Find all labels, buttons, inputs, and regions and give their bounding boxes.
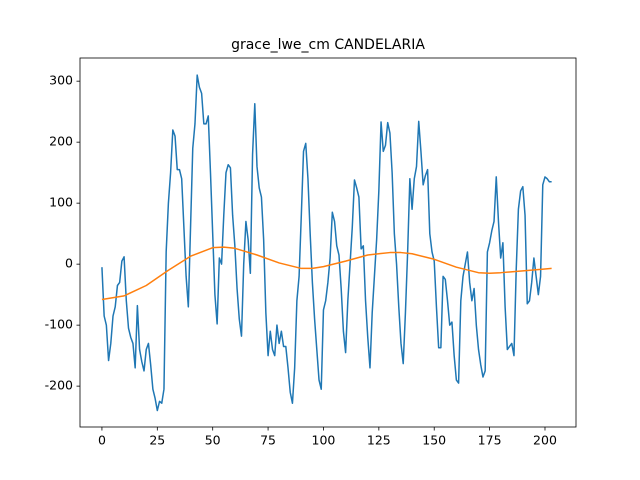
x-tick-label: 0 (98, 433, 106, 448)
x-tick-label: 175 (478, 433, 502, 448)
y-tick-label: 100 (49, 195, 73, 210)
x-tick-label: 50 (205, 433, 221, 448)
plot-frame (79, 57, 577, 428)
line-series (101, 74, 552, 412)
y-tick-label: 200 (49, 134, 73, 149)
x-tick-label: 25 (149, 433, 165, 448)
x-tick-label: 200 (533, 433, 557, 448)
y-tick-label: 300 (49, 73, 73, 88)
x-tick-label: 75 (260, 433, 276, 448)
line-series (101, 246, 552, 301)
y-tick-label: 0 (65, 256, 73, 271)
x-tick-label: 125 (367, 433, 391, 448)
x-tick-label: 150 (422, 433, 446, 448)
y-tick-label: -100 (45, 317, 73, 332)
y-tick-label: -200 (45, 378, 73, 393)
x-tick-label: 100 (312, 433, 336, 448)
chart-title: grace_lwe_cm CANDELARIA (231, 37, 425, 53)
